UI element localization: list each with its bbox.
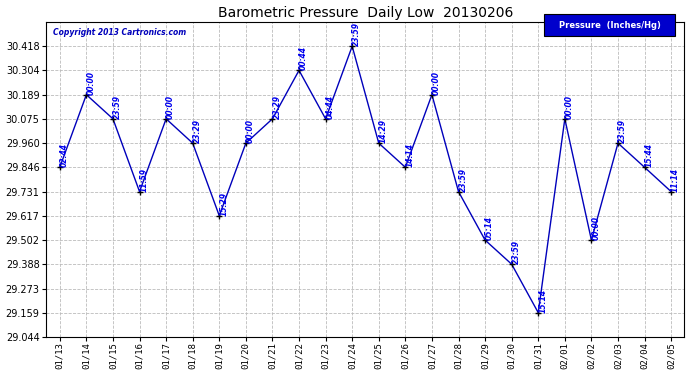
Text: 15:29: 15:29	[219, 192, 228, 216]
Text: 00:00: 00:00	[432, 71, 441, 95]
Text: 15:14: 15:14	[538, 289, 547, 313]
Title: Barometric Pressure  Daily Low  20130206: Barometric Pressure Daily Low 20130206	[218, 6, 513, 20]
Text: 11:59: 11:59	[139, 168, 148, 192]
Text: 00:00: 00:00	[565, 95, 574, 119]
Text: 23:59: 23:59	[352, 22, 361, 46]
Text: Pressure  (Inches/Hg): Pressure (Inches/Hg)	[558, 21, 660, 30]
Text: 14:29: 14:29	[379, 119, 388, 143]
Text: 00:44: 00:44	[299, 46, 308, 70]
Text: 14:14: 14:14	[405, 143, 414, 167]
Text: 23:29: 23:29	[193, 119, 201, 143]
Text: 23:29: 23:29	[273, 95, 282, 119]
Text: 23:59: 23:59	[113, 95, 122, 119]
Text: 05:14: 05:14	[485, 216, 494, 240]
Text: 02:44: 02:44	[60, 143, 69, 167]
Text: Copyright 2013 Cartronics.com: Copyright 2013 Cartronics.com	[53, 28, 186, 38]
FancyBboxPatch shape	[544, 14, 675, 36]
Text: 23:59: 23:59	[512, 240, 521, 264]
Text: 00:00: 00:00	[86, 71, 95, 95]
Text: 15:44: 15:44	[644, 143, 653, 167]
Text: 11:14: 11:14	[671, 168, 680, 192]
Text: 00:00: 00:00	[166, 95, 175, 119]
Text: 23:59: 23:59	[459, 168, 468, 192]
Text: 00:00: 00:00	[591, 216, 600, 240]
Text: 23:59: 23:59	[618, 119, 627, 143]
Text: 00:00: 00:00	[246, 119, 255, 143]
Text: 04:44: 04:44	[326, 95, 335, 119]
